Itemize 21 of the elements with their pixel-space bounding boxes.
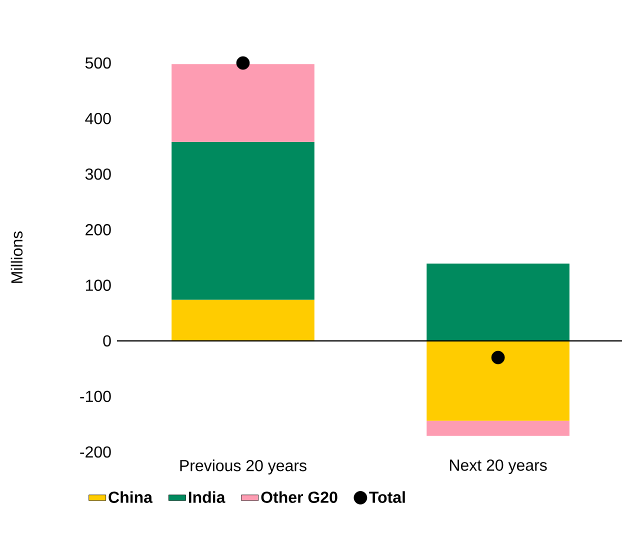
y-tick-label: 0 bbox=[103, 335, 111, 347]
bar bbox=[426, 264, 570, 341]
legend-label: Other G20 bbox=[261, 491, 338, 503]
y-tick-label: -100 bbox=[80, 390, 111, 402]
legend-label: India bbox=[188, 491, 226, 503]
bar bbox=[172, 64, 314, 142]
y-axis-title: Millions bbox=[10, 231, 23, 283]
y-tick-label: 200 bbox=[86, 224, 111, 236]
bar bbox=[426, 420, 570, 436]
legend-label: Total bbox=[369, 491, 405, 503]
x-tick-label: Previous 20 years bbox=[180, 460, 306, 474]
y-tick-label: 400 bbox=[85, 112, 111, 124]
y-tick-label: 500 bbox=[85, 57, 111, 69]
y-tick-label: 300 bbox=[85, 168, 111, 180]
y-tick-label: -200 bbox=[80, 446, 111, 458]
y-tick-label: 100 bbox=[86, 280, 111, 291]
x-tick-label: Next 20 years bbox=[450, 460, 547, 474]
bar bbox=[172, 300, 314, 341]
bar bbox=[426, 340, 570, 421]
legend-label: China bbox=[108, 491, 153, 503]
bar bbox=[172, 142, 314, 300]
